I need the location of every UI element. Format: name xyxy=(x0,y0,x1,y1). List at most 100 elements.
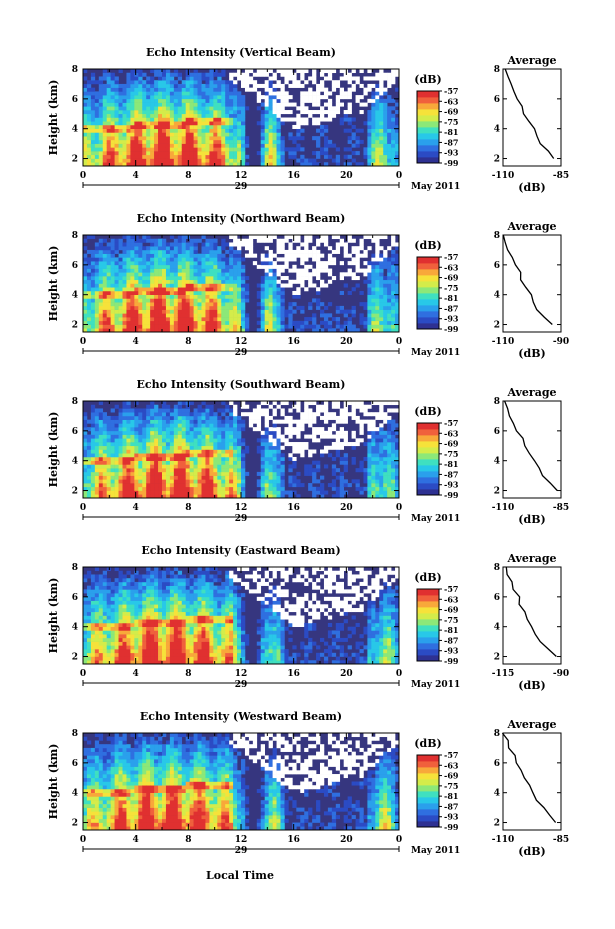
heatmap-cell xyxy=(154,80,159,85)
heatmap-cell xyxy=(205,445,210,450)
heatmap-cell xyxy=(94,445,100,450)
heatmap-cell xyxy=(205,113,210,118)
no-data-cell xyxy=(363,76,368,81)
heatmap-cell xyxy=(320,309,325,314)
heatmap-cell xyxy=(189,294,194,299)
no-data-cell xyxy=(272,91,277,96)
heatmap-cell xyxy=(138,427,143,432)
heatmap-cell xyxy=(169,283,175,288)
heatmap-cell xyxy=(83,298,88,303)
heatmap-cell xyxy=(371,486,376,491)
heatmap-cell xyxy=(118,91,123,96)
heatmap-cell xyxy=(130,468,135,473)
heatmap-cell xyxy=(189,264,194,269)
heatmap-cell xyxy=(355,479,360,484)
heatmap-cell xyxy=(213,110,218,115)
heatmap-cell xyxy=(94,302,100,307)
heatmap-cell xyxy=(162,298,167,303)
heatmap-cell xyxy=(237,419,242,424)
heatmap-cell xyxy=(181,320,186,325)
heatmap-cell xyxy=(90,287,96,292)
heatmap-cell xyxy=(217,290,222,295)
heatmap-cell xyxy=(158,490,163,495)
heatmap-cell xyxy=(201,143,206,148)
no-data-cell xyxy=(300,261,305,266)
no-data-cell xyxy=(280,91,285,96)
no-data-cell xyxy=(351,430,356,435)
heatmap-cell xyxy=(280,460,285,465)
no-data-cell xyxy=(327,434,333,439)
heatmap-cell xyxy=(312,328,317,333)
heatmap-cell xyxy=(138,419,143,424)
heatmap-cell xyxy=(264,128,269,133)
heatmap-cell xyxy=(209,238,214,243)
no-data-cell xyxy=(233,242,238,247)
heatmap-cell xyxy=(134,434,139,439)
heatmap-cell xyxy=(387,453,392,458)
heatmap-cell xyxy=(90,72,96,77)
heatmap-cell xyxy=(193,102,198,107)
no-data-cell xyxy=(347,268,352,273)
heatmap-cell xyxy=(114,268,119,273)
heatmap-cell xyxy=(154,276,159,281)
heatmap-cell xyxy=(197,456,202,461)
heatmap-cell xyxy=(264,113,269,118)
heatmap-cell xyxy=(102,445,107,450)
heatmap-cell xyxy=(193,415,198,420)
no-data-cell xyxy=(260,95,265,100)
no-data-cell xyxy=(375,87,380,92)
heatmap-cell xyxy=(387,328,392,333)
heatmap-cell xyxy=(383,261,388,266)
heatmap-cell xyxy=(229,283,234,288)
heatmap-cell xyxy=(102,238,107,243)
heatmap-cell xyxy=(177,276,183,281)
heatmap-cell xyxy=(213,464,218,469)
no-data-cell xyxy=(296,419,301,424)
heatmap-cell xyxy=(158,317,163,322)
heatmap-cell xyxy=(339,328,344,333)
heatmap-cell xyxy=(209,408,214,413)
heatmap-cell xyxy=(158,430,163,435)
heatmap-cell xyxy=(276,121,281,126)
heatmap-cell xyxy=(237,305,242,310)
heatmap-cell xyxy=(288,154,293,159)
no-data-cell xyxy=(331,442,337,447)
heatmap-cell xyxy=(142,320,147,325)
heatmap-cell xyxy=(114,124,119,129)
heatmap-field xyxy=(83,235,400,333)
heatmap-cell xyxy=(154,427,159,432)
heatmap-cell xyxy=(217,294,222,299)
heatmap-cell xyxy=(272,490,277,495)
heatmap-cell xyxy=(150,249,155,254)
heatmap-cell xyxy=(383,442,388,447)
heatmap-cell xyxy=(158,445,163,450)
heatmap-cell xyxy=(177,128,183,133)
heatmap-cell xyxy=(185,460,190,465)
heatmap-cell xyxy=(181,427,186,432)
heatmap-cell xyxy=(90,235,96,240)
no-data-cell xyxy=(292,430,297,435)
heatmap-cell xyxy=(106,464,111,469)
heatmap-cell xyxy=(217,328,222,333)
heatmap-cell xyxy=(379,158,384,163)
heatmap-cell xyxy=(209,95,214,100)
heatmap-cell xyxy=(181,456,186,461)
no-data-cell xyxy=(284,261,289,266)
no-data-cell xyxy=(292,238,297,243)
heatmap-cell xyxy=(150,264,155,269)
heatmap-cell xyxy=(138,317,143,322)
heatmap-cell xyxy=(173,162,179,167)
heatmap-cell xyxy=(264,279,269,284)
heatmap-cell xyxy=(134,106,139,111)
heatmap-cell xyxy=(371,317,376,322)
heatmap-cell xyxy=(268,261,273,266)
heatmap-cell xyxy=(371,464,376,469)
heatmap-cell xyxy=(300,309,305,314)
heatmap-cell xyxy=(391,158,396,163)
heatmap-cell xyxy=(260,283,265,288)
no-data-cell xyxy=(339,276,344,281)
heatmap-cell xyxy=(94,317,100,322)
no-data-cell xyxy=(248,249,254,254)
heatmap-cell xyxy=(237,121,242,126)
heatmap-cell xyxy=(320,132,325,137)
